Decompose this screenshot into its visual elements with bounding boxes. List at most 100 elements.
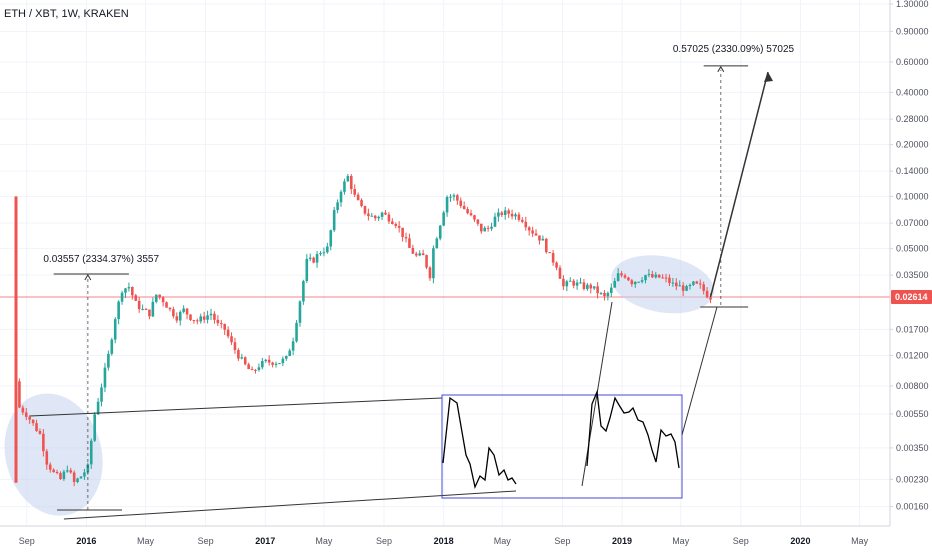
candle <box>168 307 172 312</box>
candle <box>62 469 66 481</box>
candle-body <box>59 473 62 480</box>
candle <box>161 296 165 307</box>
candle-body <box>661 277 664 279</box>
candle-body <box>616 273 620 281</box>
candle-body <box>199 316 203 322</box>
candle <box>305 254 309 284</box>
candle <box>278 363 281 365</box>
price-axis[interactable]: 1.30000 0.90000 0.60000 0.40000 0.28000 0.200… <box>889 0 932 526</box>
time-axis[interactable]: Sep 2016 May Sep 2017 May Sep 2018 May Sep 2019 May… <box>0 525 890 546</box>
candle-body <box>657 274 661 278</box>
candle-body <box>213 313 216 320</box>
candle-body <box>421 253 425 256</box>
candle <box>627 276 630 282</box>
candle-body <box>329 230 333 247</box>
candle-body <box>414 253 418 256</box>
drawing-tools[interactable]: 0.03557 (2334.37%) 3557 0.57025 (2330.09%… <box>29 44 795 520</box>
price-tick-label: 0.20000 <box>896 139 929 149</box>
candle-body <box>493 216 497 227</box>
candle-body <box>261 361 264 368</box>
candle <box>93 412 96 443</box>
candle <box>233 337 237 354</box>
measure-label-2016: 0.03557 (2334.37%) 3557 <box>43 254 159 265</box>
candle <box>219 319 223 329</box>
candle <box>500 210 504 218</box>
candle-body <box>178 311 182 321</box>
candle <box>565 279 569 292</box>
candle-body <box>278 363 281 365</box>
candle <box>551 250 555 266</box>
candle <box>404 232 408 243</box>
chart-grid <box>0 0 890 526</box>
candle <box>705 287 709 299</box>
candle <box>606 291 610 301</box>
candle <box>633 281 637 288</box>
candle-body <box>66 470 69 472</box>
candle-body <box>216 319 220 324</box>
price-tick-label: 0.03500 <box>896 270 929 280</box>
candle <box>284 355 288 361</box>
price-tick-label: 0.00800 <box>896 381 929 391</box>
candle <box>113 317 117 344</box>
candle <box>507 208 510 219</box>
candle-body <box>271 362 274 365</box>
candle-body <box>503 210 507 216</box>
candle <box>698 279 702 289</box>
candle-body <box>387 214 391 222</box>
candle <box>391 218 394 225</box>
candle-body <box>442 212 445 226</box>
fractal-sketch-2015 <box>442 396 517 490</box>
candle <box>117 300 120 325</box>
candle-body <box>353 189 357 195</box>
candle-body <box>589 284 593 289</box>
candle-body <box>175 316 179 321</box>
candle-body <box>664 277 668 279</box>
candle <box>72 470 76 487</box>
candle <box>151 297 155 318</box>
candle <box>199 313 203 324</box>
candle-body <box>100 387 103 402</box>
candle-body <box>284 356 288 359</box>
candle <box>254 368 257 374</box>
candle <box>172 306 175 319</box>
candle <box>538 235 541 245</box>
time-tick-label: Sep <box>198 536 214 546</box>
candle-body <box>497 212 500 217</box>
candle <box>603 290 606 301</box>
candle <box>459 197 463 209</box>
candle-body <box>127 287 131 289</box>
channel-line-upper <box>29 397 443 417</box>
candle <box>144 308 148 310</box>
projection-arrow-line <box>709 71 769 298</box>
candle-body <box>254 369 257 371</box>
candle <box>206 310 209 324</box>
candle <box>428 266 432 281</box>
candle-body <box>483 227 487 232</box>
candle <box>281 356 285 367</box>
price-tick-label: 0.10000 <box>896 191 929 201</box>
candle <box>336 199 339 214</box>
candle-body <box>110 339 114 354</box>
candle-body <box>264 359 268 362</box>
candle <box>237 348 240 362</box>
candle-body <box>206 315 209 320</box>
candle-body <box>233 342 237 351</box>
candle <box>165 301 168 308</box>
candle <box>124 287 127 299</box>
candle-body <box>69 470 73 473</box>
candle <box>613 277 617 288</box>
candle-body <box>531 230 534 234</box>
candle <box>644 274 647 284</box>
candle <box>438 224 442 241</box>
candle-body <box>555 262 558 268</box>
candle <box>367 208 370 221</box>
candle <box>131 286 134 300</box>
candle <box>202 311 206 324</box>
candle <box>332 206 336 232</box>
candle-body <box>565 281 569 287</box>
candle-body <box>161 297 165 303</box>
candle-body <box>623 275 627 278</box>
candle <box>476 219 480 226</box>
